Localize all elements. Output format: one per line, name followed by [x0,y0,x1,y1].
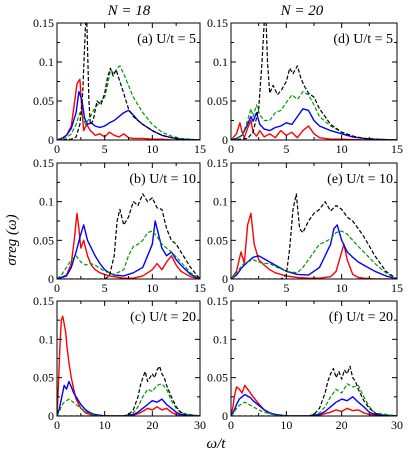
column-title-left: N = 18 [107,3,151,19]
series-black-line [231,23,397,140]
x-tick-label: 0 [54,281,60,295]
x-tick-label: 10 [336,281,348,295]
y-tick-label: 0.15 [33,16,54,30]
series-red-line [57,78,200,140]
y-tick-label: 0.05 [207,94,228,108]
series-blue-line [57,380,200,416]
x-tick-label: 20 [336,418,348,432]
x-tick-label: 10 [336,142,348,156]
y-tick-label: 0.15 [207,16,228,30]
panel-5: 0 10 20 30 0 0.05 0.1 0.15 (f) U/t = 20 [207,294,403,432]
y-tick-label: 0 [48,272,54,286]
x-tick-label: 0 [228,281,234,295]
series-red-line [231,212,397,279]
series-blue-line [231,108,397,140]
y-tick-label: 0.1 [213,195,228,209]
series-black-line [57,365,200,416]
y-tick-label: 0.1 [213,332,228,346]
panel-label: (c) U/t = 20 [130,310,196,325]
y-tick-label: 0.15 [33,156,54,170]
x-tick-label: 10 [146,281,158,295]
y-tick-label: 0.05 [33,94,54,108]
panel-label: (b) U/t = 10 [129,172,196,187]
y-tick-label: 0.15 [33,294,54,308]
x-tick-label: 5 [102,281,108,295]
y-tick-label: 0.15 [207,156,228,170]
series-red-line [57,212,200,279]
x-tick-label: 5 [283,142,289,156]
panel-label: (e) U/t = 10 [327,172,393,187]
x-tick-label: 15 [194,142,206,156]
y-tick-label: 0 [222,272,228,286]
y-tick-label: 0.1 [39,195,54,209]
x-tick-label: 5 [102,142,108,156]
series-black-line [231,193,397,279]
series-red-line [231,119,397,140]
x-tick-label: 15 [391,281,403,295]
y-tick-label: 0.05 [33,371,54,385]
y-tick-label: 0.15 [207,294,228,308]
panel-2: 0 5 10 15 0 0.05 0.1 0.15 (b) U/t = 10 [33,156,206,295]
x-tick-label: 0 [228,142,234,156]
y-tick-label: 0.1 [213,55,228,69]
x-tick-label: 15 [194,281,206,295]
series-black-line [57,193,200,279]
panel-3: 0 5 10 15 0 0.05 0.1 0.15 (e) U/t = 10 [207,156,403,295]
series-blue-line [231,224,397,279]
x-tick-label: 20 [146,418,158,432]
panel-label: (d) U/t = 5 [333,32,393,47]
x-tick-label: 0 [228,418,234,432]
x-tick-label: 0 [54,418,60,432]
y-tick-label: 0.05 [207,233,228,247]
panel-label: (a) U/t = 5 [137,32,196,47]
panel-label: (f) U/t = 20 [329,310,393,325]
x-axis-label: ω/t [207,436,227,452]
series-green-line [57,230,200,279]
series-green-line [231,230,397,279]
x-tick-label: 0 [54,142,60,156]
y-tick-label: 0.05 [33,233,54,247]
series-blue-line [231,393,397,416]
series-blue-line [57,220,200,279]
x-tick-label: 10 [280,418,292,432]
x-tick-label: 5 [283,281,289,295]
panel-1: 0 5 10 15 0 0.05 0.1 0.15 (d) U/t = 5 [207,16,403,156]
x-tick-label: 10 [146,142,158,156]
y-tick-label: 0 [222,409,228,423]
x-tick-label: 30 [391,418,403,432]
x-tick-label: 15 [391,142,403,156]
y-tick-label: 0 [222,133,228,147]
y-tick-label: 0.05 [207,371,228,385]
column-title-right: N = 20 [280,3,324,19]
x-tick-label: 30 [194,418,206,432]
series-green-line [57,383,200,416]
y-tick-label: 0 [48,133,54,147]
panel-0: 0 5 10 15 0 0.05 0.1 0.15 (a) U/t = 5 [33,16,206,156]
x-tick-label: 10 [99,418,111,432]
panel-4: 0 10 20 30 0 0.05 0.1 0.15 (c) U/t = 20 [33,294,206,432]
series-red-line [231,384,397,416]
y-axis-label: σreg (ω) [4,214,20,265]
series-black-line [231,365,397,416]
series-blue-line [57,90,200,140]
y-tick-label: 0 [48,409,54,423]
y-tick-label: 0.1 [39,332,54,346]
y-tick-label: 0.1 [39,55,54,69]
